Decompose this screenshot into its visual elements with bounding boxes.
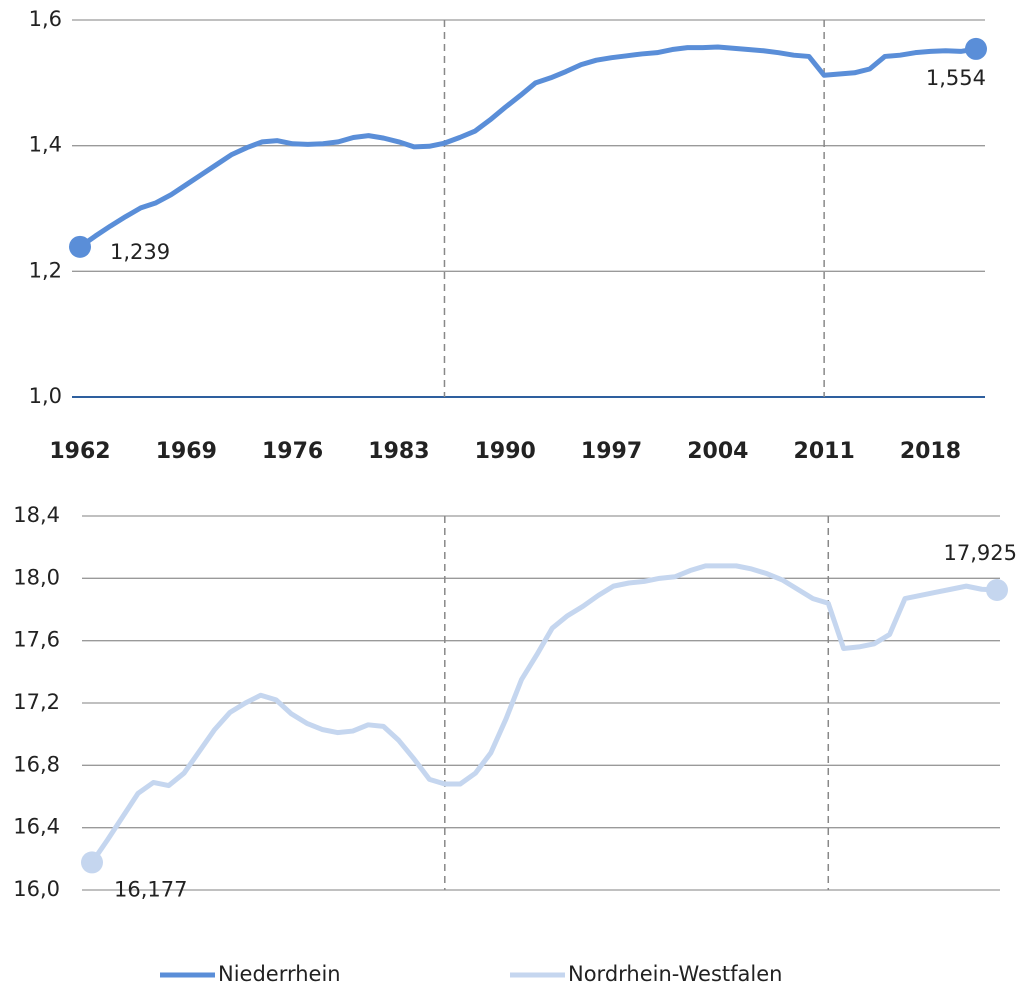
y-tick-label: 17,2 xyxy=(13,690,60,714)
x-tick-label: 1962 xyxy=(49,439,110,464)
y-tick-label: 18,4 xyxy=(13,503,60,527)
x-tick-label: 1990 xyxy=(475,439,536,464)
x-tick-label: 1997 xyxy=(581,439,642,464)
end-marker xyxy=(81,851,103,874)
y-tick-label: 1,2 xyxy=(29,258,62,282)
end-marker xyxy=(69,235,91,258)
y-tick-label: 16,8 xyxy=(13,752,60,776)
y-tick-label: 1,0 xyxy=(29,384,62,408)
legend-label: Nordrhein-Westfalen xyxy=(568,962,782,986)
x-tick-label: 1976 xyxy=(262,439,323,464)
end-marker xyxy=(986,579,1008,602)
data-label: 1,554 xyxy=(926,66,986,90)
legend-label: Niederrhein xyxy=(218,962,341,986)
x-tick-label: 2004 xyxy=(687,439,748,464)
x-tick-label: 1969 xyxy=(156,439,217,464)
end-marker xyxy=(965,37,987,60)
x-tick-label: 2018 xyxy=(900,439,961,464)
x-tick-label: 1983 xyxy=(368,439,429,464)
y-tick-label: 18,0 xyxy=(13,565,60,589)
y-tick-label: 17,6 xyxy=(13,628,60,652)
line-series xyxy=(89,563,998,864)
x-tick-label: 2011 xyxy=(794,439,855,464)
data-label: 16,177 xyxy=(114,877,187,901)
y-tick-label: 1,6 xyxy=(29,7,62,31)
y-tick-label: 16,4 xyxy=(13,815,60,839)
y-tick-label: 16,0 xyxy=(13,877,60,901)
y-tick-label: 1,4 xyxy=(29,133,62,157)
data-label: 1,239 xyxy=(110,240,170,264)
data-label: 17,925 xyxy=(944,541,1016,565)
line-series xyxy=(78,44,977,249)
